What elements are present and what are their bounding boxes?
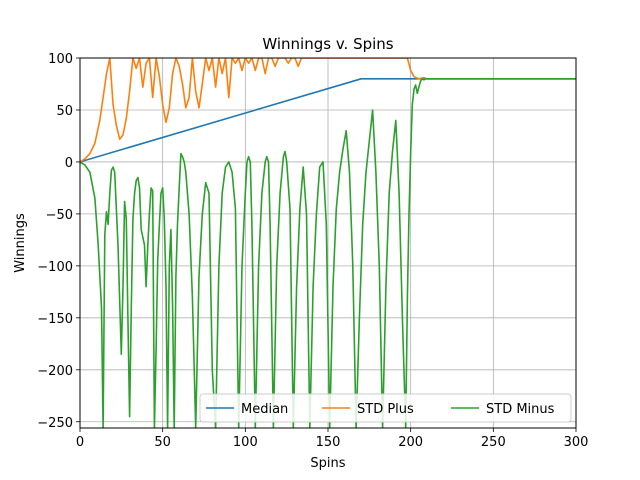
legend-box [199,393,572,423]
x-tick-label: 0 [76,435,84,450]
x-axis-title: Spins [310,456,345,471]
x-tick-label: 50 [154,435,171,450]
x-tick-label: 100 [233,435,258,450]
series-line-std-minus [80,78,576,428]
y-axis-title: Winnings [13,213,28,273]
y-tick-label: −100 [37,260,73,275]
legend-label-std-plus: STD Plus [357,402,414,417]
x-tick-label: 250 [481,435,506,450]
series-lines [80,58,576,428]
x-tick-label: 300 [564,435,589,450]
y-tick-label: −150 [37,312,73,327]
axis-ticks: 0 50 100 150 200 250 300 −250 −200 −150 −100 −50 0 50… [37,52,588,450]
y-tick-label: −50 [46,208,73,223]
legend-label-median: Median [241,402,288,417]
y-tick-label: −200 [37,364,73,379]
legend: Median STD Plus STD Minus [199,393,572,423]
x-tick-label: 200 [398,435,423,450]
y-tick-label: 100 [48,52,73,67]
legend-label-std-minus: STD Minus [486,402,555,417]
y-tick-label: −250 [37,416,73,431]
y-tick-label: 50 [56,104,73,119]
y-tick-label: 0 [65,156,73,171]
chart-title: Winnings v. Spins [262,35,393,53]
x-tick-label: 150 [316,435,341,450]
series-line-std-plus [80,58,576,163]
